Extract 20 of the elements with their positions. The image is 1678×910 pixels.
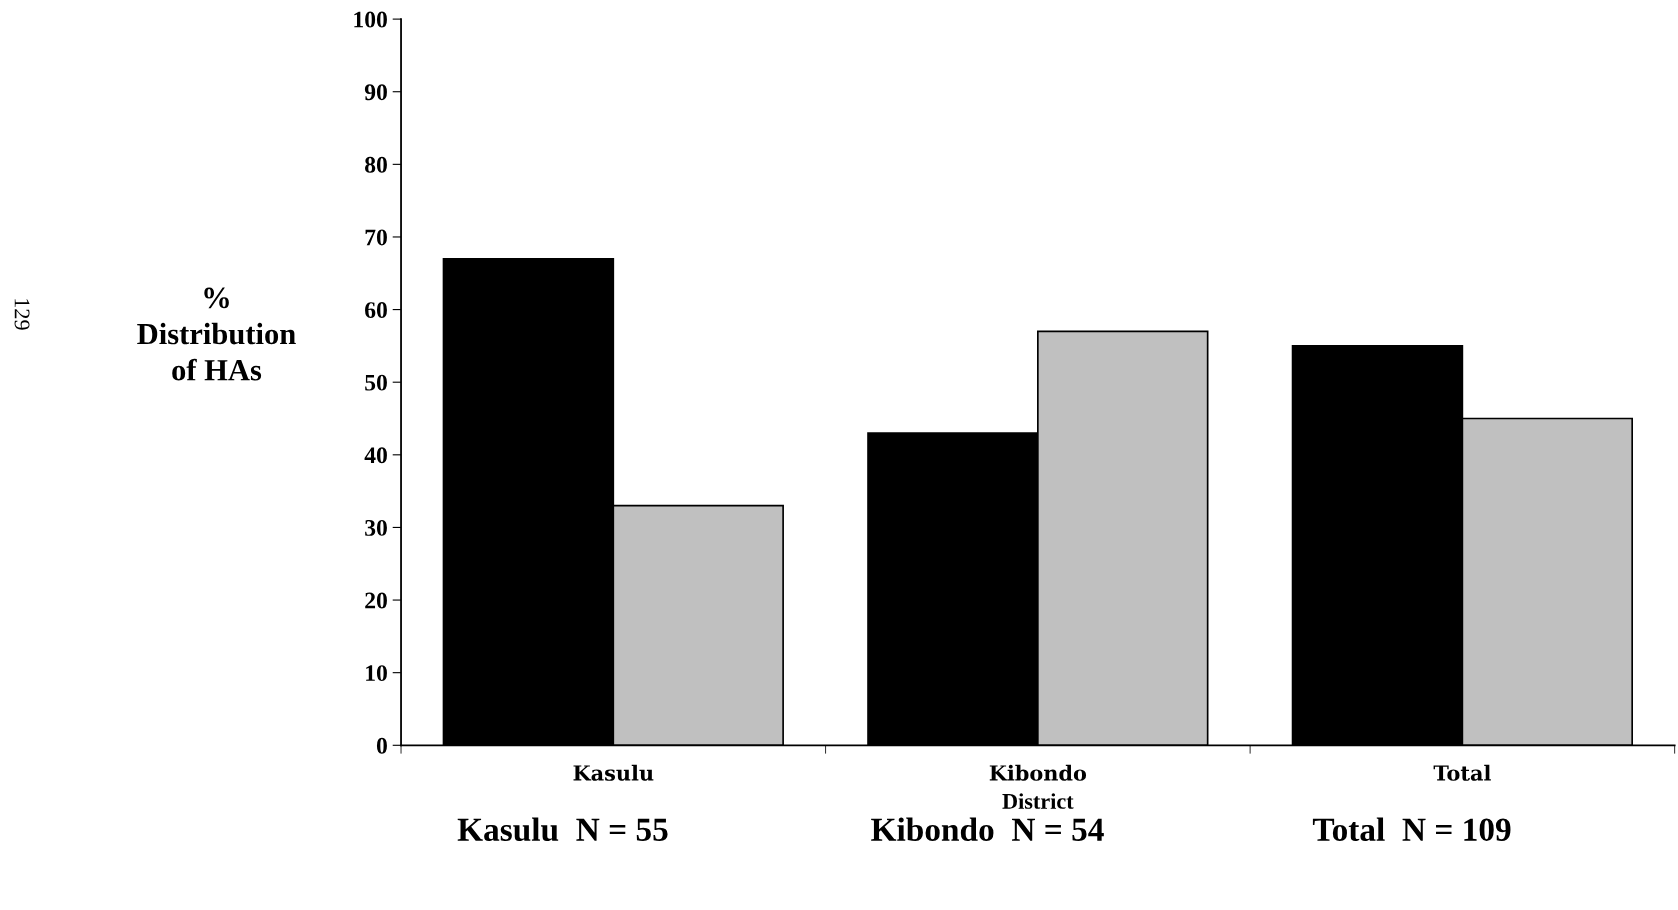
text: 129 [14, 299, 30, 330]
text: Kibondo N = 54 [871, 817, 1104, 841]
y-tick-label: 100 [354, 11, 387, 28]
y-tick-label: 60 [365, 302, 387, 319]
text: Total N = 109 [1312, 817, 1511, 841]
y-tick-label: 70 [365, 229, 387, 246]
x-axis-title: District [1002, 793, 1074, 809]
y-tick-label: 40 [364, 447, 387, 464]
x-tick-label: Total [1433, 764, 1491, 781]
y-tick-label: 80 [365, 156, 387, 173]
y-tick-label: 50 [365, 374, 387, 391]
y-tick-label: 10 [366, 665, 387, 682]
y-tick-label: 30 [365, 519, 387, 536]
x-tick-label: Kasulu [573, 764, 654, 781]
x-tick-label: Kibondo [989, 764, 1087, 781]
y-tick-label: 0 [376, 737, 387, 754]
y-tick-label: 90 [364, 84, 387, 101]
y-axis-title: % Distribution of HAs [137, 287, 296, 381]
text: Kasulu N = 55 [457, 817, 668, 842]
y-tick-label: 20 [365, 592, 387, 609]
